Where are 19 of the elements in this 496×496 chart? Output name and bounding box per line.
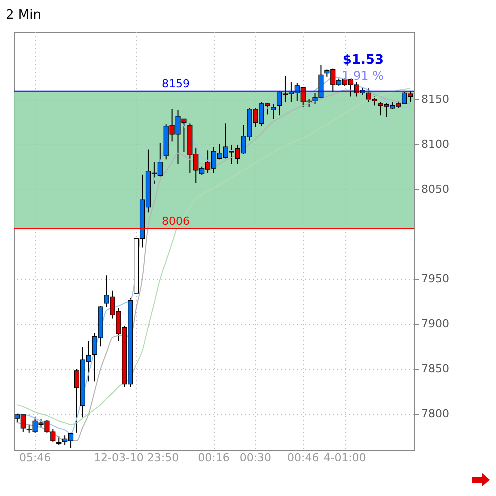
y-tick-label: 8150 — [422, 92, 450, 106]
x-tick-label: 00:30 — [240, 452, 272, 464]
y-tick-label: 8100 — [422, 138, 450, 151]
y-tick-label: 7900 — [422, 318, 450, 331]
ref-line-label: 8006 — [162, 214, 190, 228]
annotation: $1.53 — [342, 53, 384, 68]
ref-line-label: 8159 — [162, 77, 190, 90]
chart-title: 2 Min — [6, 8, 42, 23]
y-tick-label: 7850 — [422, 362, 450, 376]
y-tick-label: 7950 — [422, 272, 450, 286]
annotation: 1.91 % — [342, 69, 384, 83]
y-tick-label: 7800 — [422, 408, 450, 421]
y-tick-label: 8050 — [422, 182, 450, 196]
x-tick-label: 12-03-10 23:50 — [94, 452, 180, 464]
x-tick-label: 05:46 — [19, 452, 52, 464]
x-tick-label: 4-01:00 — [324, 452, 366, 464]
x-tick-label: 00:46 — [288, 452, 320, 464]
candlestick — [271, 103, 276, 120]
x-tick-label: 00:16 — [198, 452, 230, 464]
